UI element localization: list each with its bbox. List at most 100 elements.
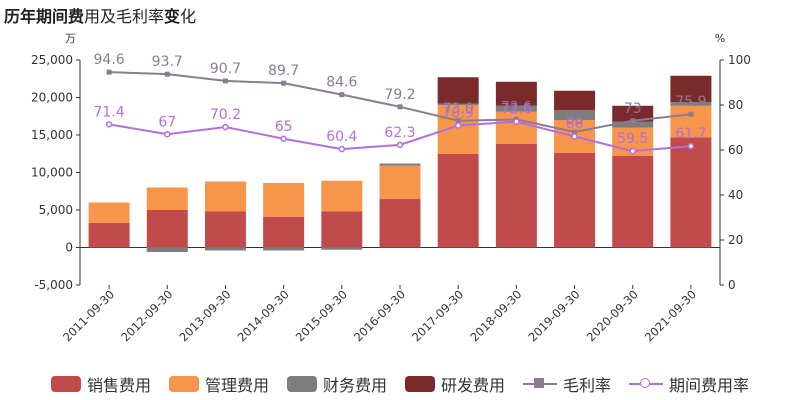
gross-margin-label: 73.0 xyxy=(443,101,474,117)
legend-swatch xyxy=(50,376,81,392)
x-tick-label: 2020-09-30 xyxy=(584,287,641,344)
gross-margin-point xyxy=(688,111,694,117)
legend-label: 财务费用 xyxy=(322,376,387,395)
gross-margin-point xyxy=(339,92,345,98)
gross-margin-label: 79.2 xyxy=(384,87,415,103)
x-tick-label: 2018-09-30 xyxy=(467,287,524,344)
expense-ratio-point xyxy=(222,123,229,131)
right-tick-label: 100 xyxy=(728,53,751,67)
x-tick-label: 2016-09-30 xyxy=(351,287,408,344)
expense-ratio-point xyxy=(280,135,287,142)
legend-item: 研发费用 xyxy=(405,372,505,396)
bar-admin xyxy=(204,181,246,212)
x-tick-label: 2012-09-30 xyxy=(118,287,175,344)
bar-sales xyxy=(495,144,537,248)
legend-label: 研发费用 xyxy=(441,376,506,395)
x-tick-label: 2017-09-30 xyxy=(409,287,466,344)
expense-ratio-label: 72.6 xyxy=(501,102,532,118)
bar-finance xyxy=(495,105,537,112)
gross-margin-point xyxy=(281,80,287,86)
expense-ratio-point xyxy=(454,122,462,129)
bar-sales xyxy=(670,137,712,248)
legend-label: 销售费用 xyxy=(86,376,151,395)
expense-ratio-label: 70.2 xyxy=(210,107,241,123)
bar-admin xyxy=(321,180,363,212)
gross-margin-label: 90.7 xyxy=(210,61,241,77)
legend-item: 财务费用 xyxy=(286,372,387,396)
expense-ratio-label: 65 xyxy=(275,119,293,135)
legend-line xyxy=(629,376,664,392)
bar-admin xyxy=(670,105,712,138)
right-tick-label: 80 xyxy=(728,98,743,112)
left-tick-label: 20,000 xyxy=(31,91,73,105)
right-tick-label: 20 xyxy=(728,233,743,247)
expense-ratio-label: 62.3 xyxy=(384,125,415,141)
bar-finance xyxy=(379,163,421,166)
left-tick-label: 25,000 xyxy=(31,53,73,67)
bar-rd xyxy=(495,81,537,106)
gross-margin-label: 75.9 xyxy=(675,94,706,110)
bar-sales xyxy=(379,198,421,248)
expense-ratio-label: 67 xyxy=(158,114,176,130)
x-tick-label: 2013-09-30 xyxy=(176,287,233,344)
left-axis-unit: 万 xyxy=(65,32,76,45)
right-axis-unit: % xyxy=(715,32,725,45)
legend-line xyxy=(523,376,558,392)
left-tick-label: -5,000 xyxy=(34,278,73,292)
gross-margin-point xyxy=(397,104,403,110)
gross-margin-label: 84.6 xyxy=(326,75,357,91)
bar-admin xyxy=(88,202,130,223)
x-tick-label: 2021-09-30 xyxy=(642,287,699,344)
x-tick-label: 2014-09-30 xyxy=(235,287,292,344)
legend-swatch xyxy=(168,376,199,392)
expense-ratio-point xyxy=(513,118,520,125)
legend-swatch xyxy=(405,376,435,392)
x-tick-label: 2011-09-30 xyxy=(60,287,117,344)
gross-margin-point xyxy=(222,78,228,84)
gross-margin-label: 89.7 xyxy=(268,63,299,79)
bar-sales xyxy=(146,210,188,248)
bar-sales xyxy=(204,211,246,248)
bar-admin xyxy=(379,165,421,199)
bar-finance xyxy=(670,102,712,106)
bar-finance xyxy=(263,247,305,251)
legend-swatch xyxy=(286,376,317,392)
right-tick-label: 60 xyxy=(728,143,743,157)
left-tick-label: 0 xyxy=(65,241,73,255)
expense-ratio-label: 66 xyxy=(566,117,584,133)
gross-margin-point xyxy=(106,69,112,75)
gross-margin-label: 73.6 xyxy=(501,99,532,115)
bar-sales xyxy=(88,222,130,248)
expense-ratio-label: 60.4 xyxy=(326,129,357,145)
left-tick-label: 10,000 xyxy=(31,166,73,180)
bar-sales xyxy=(554,153,596,248)
bar-finance xyxy=(146,247,188,252)
legend-item: 销售费用 xyxy=(50,372,151,396)
legend-marker xyxy=(640,378,651,388)
legend-label: 期间费用率 xyxy=(669,376,750,395)
bar-finance xyxy=(204,247,246,251)
bar-rd xyxy=(554,90,596,111)
gross-margin-point xyxy=(455,118,461,124)
expense-ratio-point xyxy=(396,141,404,149)
expense-ratio-point xyxy=(629,147,636,155)
gross-margin-point xyxy=(572,129,578,135)
legend-label: 毛利率 xyxy=(563,376,612,395)
expense-ratio-label: 61.7 xyxy=(675,126,706,142)
expense-ratio-point xyxy=(164,131,171,138)
bar-rd xyxy=(670,75,712,102)
legend-item: 管理费用 xyxy=(168,372,269,396)
left-tick-label: 15,000 xyxy=(31,128,73,142)
bar-admin xyxy=(263,183,305,217)
bar-sales xyxy=(263,216,305,248)
gross-margin-point xyxy=(164,71,170,77)
right-tick-label: 0 xyxy=(728,278,736,292)
left-tick-label: 5,000 xyxy=(39,203,73,217)
bar-sales xyxy=(437,153,479,248)
gross-margin-label: 68 xyxy=(566,112,584,128)
expense-ratio-point xyxy=(338,145,346,153)
legend-item: 期间费用率 xyxy=(629,372,749,396)
chart-title: 历年期间费用及毛利率变化 xyxy=(4,7,197,26)
